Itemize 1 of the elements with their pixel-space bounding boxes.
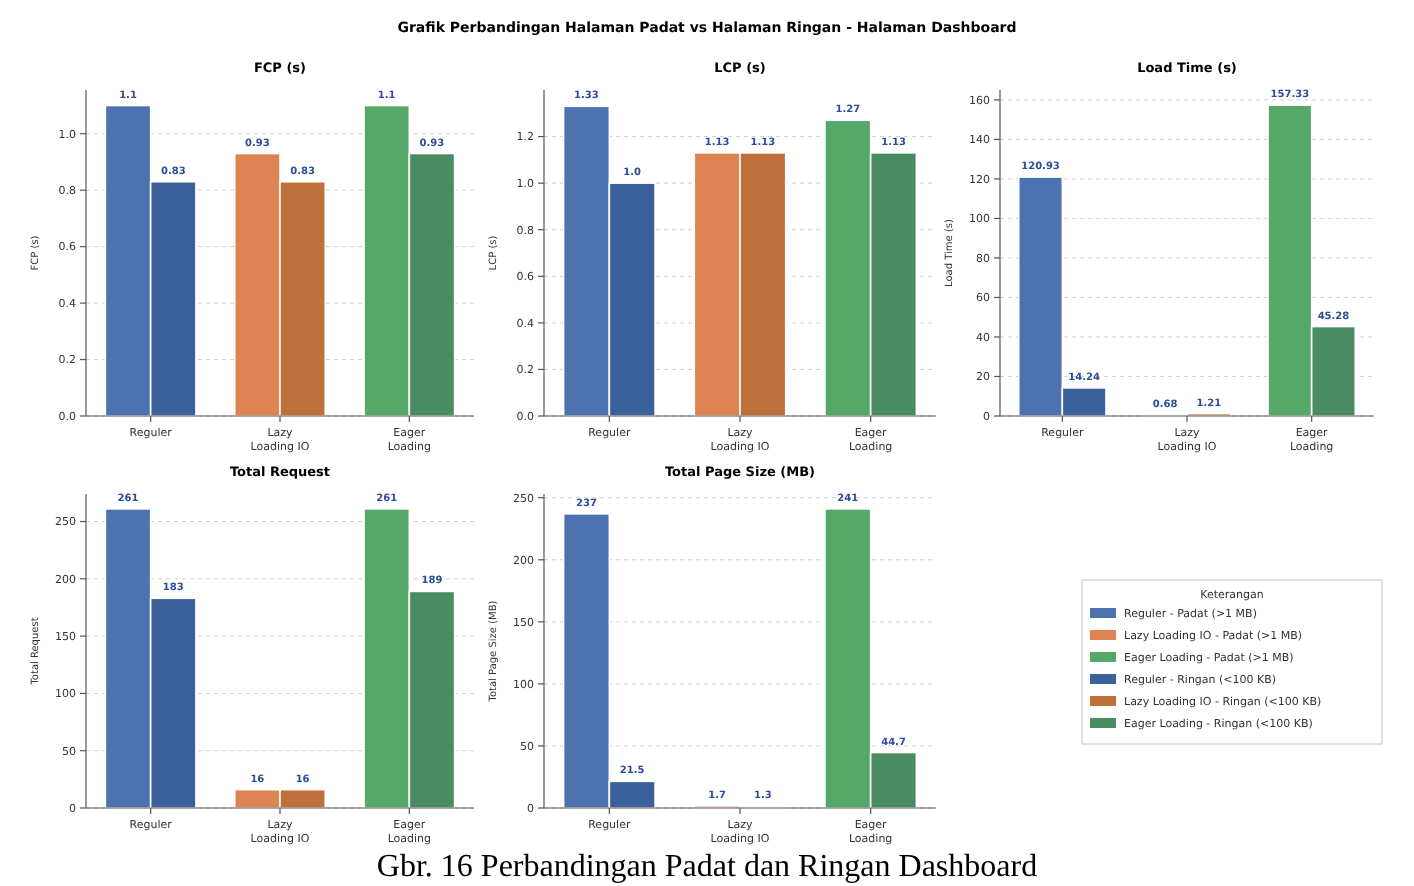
text: Gbr. 16 Perbandingan Padat dan Ringan Dashboard [376, 850, 1038, 884]
